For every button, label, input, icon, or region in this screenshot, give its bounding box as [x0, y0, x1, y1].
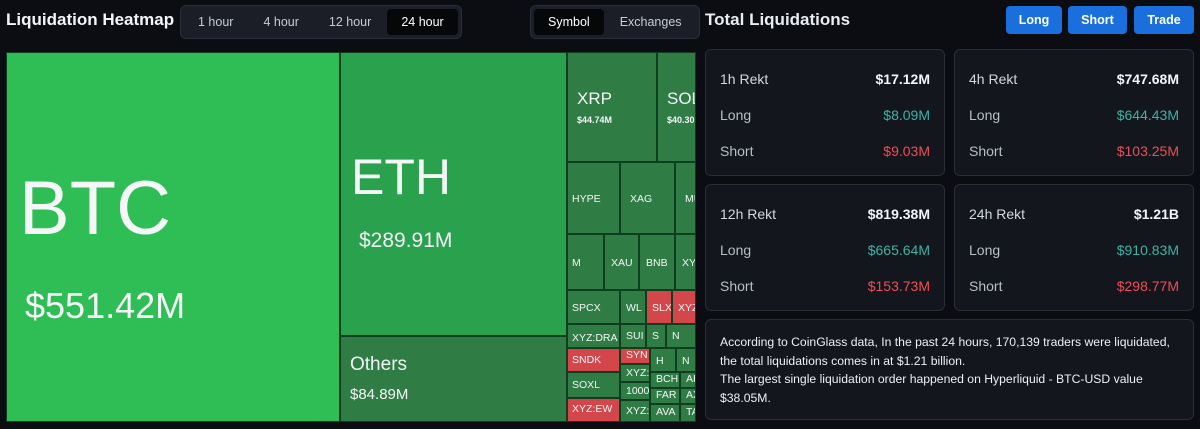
- card-total: $747.68M: [1116, 71, 1179, 87]
- tile-others-symbol: Others: [350, 354, 408, 375]
- summary-line-1: According to CoinGlass data, In the past…: [720, 335, 1170, 368]
- tile-xau[interactable]: XAU: [604, 234, 639, 290]
- tile-sndk[interactable]: SNDK: [567, 348, 620, 372]
- tile-hype[interactable]: HYPE: [567, 162, 620, 234]
- long-label: Long: [969, 107, 1001, 123]
- long-value: $910.83M: [1116, 242, 1179, 258]
- long-value: $665.64M: [867, 242, 930, 258]
- tab-12-hour[interactable]: 12 hour: [328, 15, 372, 29]
- card-total: $17.12M: [875, 71, 930, 87]
- tile-ar[interactable]: AR: [680, 372, 696, 388]
- tile-eth-symbol: ETH: [351, 149, 451, 205]
- tile-xyz-ew[interactable]: XYZ:EW: [567, 398, 620, 422]
- time-range-selector: 1 hour 4 hour 12 hour 24 hour: [180, 5, 462, 39]
- card-label: 1h Rekt: [720, 71, 769, 87]
- tile-n2[interactable]: N: [676, 348, 696, 372]
- tab-symbol[interactable]: Symbol: [534, 9, 604, 35]
- tile-eth-value: $289.91M: [359, 229, 453, 252]
- tile-xag[interactable]: XAG: [620, 162, 675, 234]
- tile-1000[interactable]: 1000: [620, 382, 650, 400]
- short-value: $9.03M: [883, 143, 930, 159]
- tile-h[interactable]: H: [650, 348, 676, 372]
- tile-n[interactable]: N: [666, 324, 696, 348]
- tile-eth[interactable]: ETH $289.91M: [340, 52, 567, 336]
- tile-sol-symbol: SOL: [667, 89, 695, 108]
- long-label: Long: [969, 242, 1001, 258]
- tile-spcx[interactable]: SPCX: [567, 290, 620, 324]
- tile-xyz[interactable]: XYZ: [672, 290, 696, 324]
- long-value: $644.43M: [1116, 107, 1179, 123]
- short-label: Short: [720, 278, 754, 294]
- stats-card-1h: 1h Rekt $17.12M Long $8.09M Short $9.03M: [705, 49, 945, 176]
- tile-xyz-b[interactable]: XYZ:: [620, 364, 650, 382]
- panel-title: Total Liquidations: [705, 10, 851, 29]
- tab-1-hour[interactable]: 1 hour: [198, 15, 234, 29]
- short-value: $103.25M: [1116, 143, 1179, 159]
- tab-exchanges[interactable]: Exchanges: [619, 15, 682, 29]
- long-label: Long: [720, 242, 752, 258]
- summary-line-2: The largest single liquidation order hap…: [720, 372, 1143, 405]
- short-button[interactable]: Short: [1068, 6, 1127, 34]
- tile-soxl[interactable]: SOXL: [567, 372, 620, 398]
- tile-xyz-c[interactable]: XYZ:: [620, 400, 650, 422]
- page-title: Liquidation Heatmap: [6, 10, 175, 29]
- tile-btc-symbol: BTC: [19, 166, 171, 251]
- long-button[interactable]: Long: [1006, 6, 1062, 34]
- tile-btc[interactable]: BTC $551.42M: [6, 52, 340, 422]
- card-label: 24h Rekt: [969, 206, 1026, 222]
- tile-mu[interactable]: MU: [675, 162, 696, 234]
- tile-m[interactable]: M: [567, 234, 604, 290]
- stats-card-4h: 4h Rekt $747.68M Long $644.43M Short $103.2…: [954, 49, 1194, 176]
- view-selector: Symbol Exchanges: [530, 5, 700, 39]
- liquidation-heatmap: BTC $551.42M ETH $289.91M Others $84.89M…: [6, 52, 696, 422]
- tile-xyz-dra[interactable]: XYZ:DRA: [567, 324, 620, 348]
- tile-others-value: $84.89M: [350, 386, 409, 403]
- card-total: $819.38M: [867, 206, 930, 222]
- tab-24-hour[interactable]: 24 hour: [387, 9, 458, 35]
- tile-xrp[interactable]: XRP $44.74M: [567, 52, 657, 162]
- tile-sol[interactable]: SOL $40.30: [657, 52, 696, 162]
- tile-xrp-value: $44.74M: [577, 115, 613, 125]
- long-value: $8.09M: [883, 107, 930, 123]
- tile-syn[interactable]: SYN: [620, 348, 650, 364]
- liquidation-summary: According to CoinGlass data, In the past…: [705, 319, 1194, 420]
- short-label: Short: [969, 143, 1003, 159]
- stats-card-12h: 12h Rekt $819.38M Long $665.64M Short $153.…: [705, 184, 945, 311]
- short-label: Short: [720, 143, 754, 159]
- tile-xrp-symbol: XRP: [577, 89, 612, 108]
- tile-s[interactable]: S: [646, 324, 666, 348]
- tile-bch[interactable]: BCH: [650, 372, 680, 388]
- tab-4-hour[interactable]: 4 hour: [263, 15, 299, 29]
- tile-ax[interactable]: AX: [680, 388, 696, 404]
- tile-far[interactable]: FAR: [650, 388, 680, 404]
- tile-wl[interactable]: WL: [620, 290, 646, 324]
- tile-sui[interactable]: SUI: [620, 324, 646, 348]
- tile-btc-value: $551.42M: [25, 285, 186, 326]
- tile-bnb[interactable]: BNB: [639, 234, 675, 290]
- tile-slx[interactable]: SLX: [646, 290, 672, 324]
- stats-card-24h: 24h Rekt $1.21B Long $910.83M Short $298.77…: [954, 184, 1194, 311]
- card-label: 4h Rekt: [969, 71, 1018, 87]
- card-total: $1.21B: [1133, 206, 1179, 222]
- short-value: $153.73M: [867, 278, 930, 294]
- trade-button[interactable]: Trade: [1134, 6, 1194, 34]
- tile-ava[interactable]: AVA: [650, 404, 680, 422]
- tile-sol-value: $40.30: [667, 115, 695, 125]
- short-value: $298.77M: [1116, 278, 1179, 294]
- tile-xy[interactable]: XY: [675, 234, 696, 290]
- short-label: Short: [969, 278, 1003, 294]
- tile-ta[interactable]: TA: [680, 404, 696, 422]
- tile-others[interactable]: Others $84.89M: [340, 336, 567, 422]
- long-label: Long: [720, 107, 752, 123]
- card-label: 12h Rekt: [720, 206, 777, 222]
